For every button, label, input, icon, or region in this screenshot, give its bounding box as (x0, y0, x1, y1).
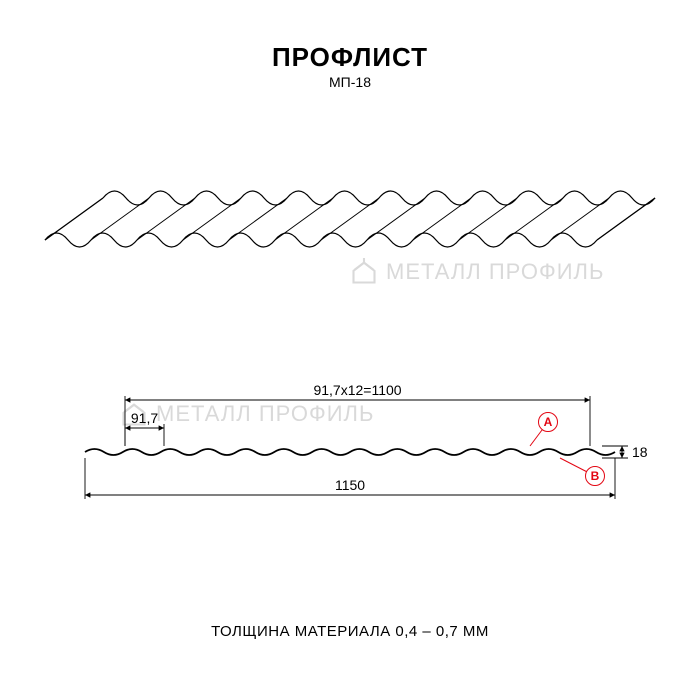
material-thickness-note: ТОЛЩИНА МАТЕРИАЛА 0,4 – 0,7 ММ (0, 623, 700, 640)
marker-a: A (538, 412, 558, 432)
dim-label-height: 18 (632, 444, 648, 460)
profile-view (60, 380, 640, 530)
page-title: ПРОФЛИСТ (0, 42, 700, 73)
isometric-view (40, 120, 660, 290)
dim-label-overall: 1150 (335, 477, 365, 493)
marker-b: B (585, 466, 605, 486)
dim-label-pitch: 91,7 (131, 410, 158, 426)
page-subtitle: МП-18 (0, 74, 700, 90)
dim-label-top-span: 91,7х12=1100 (313, 382, 401, 398)
